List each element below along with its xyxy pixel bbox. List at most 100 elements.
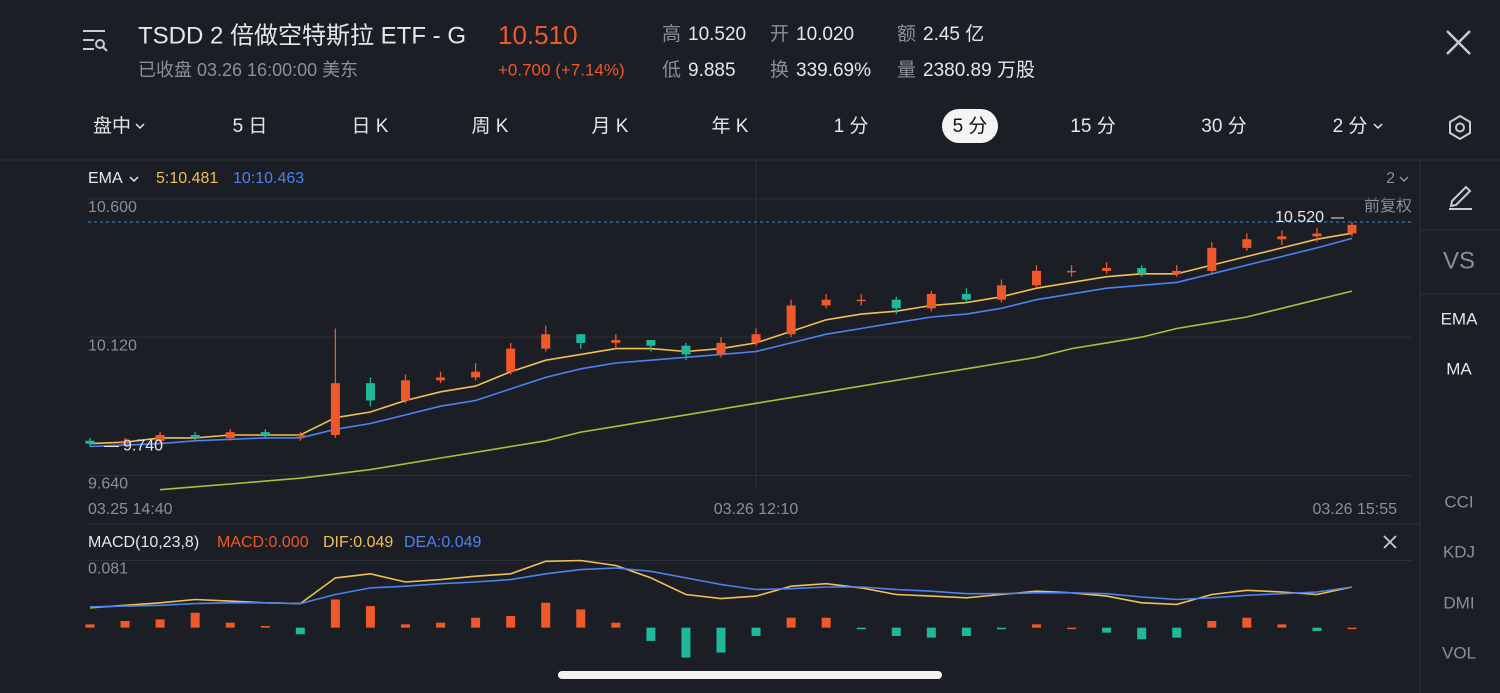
stat-value: 10.020 bbox=[796, 24, 854, 45]
macd-title: MACD(10,23,8) bbox=[88, 534, 199, 551]
candle-body bbox=[365, 383, 375, 401]
macd-bar bbox=[576, 609, 586, 628]
low-label: 9.740 bbox=[123, 438, 163, 455]
market-status: 已收盘 03.26 16:00:00 美东 bbox=[138, 60, 358, 80]
legend-entry: DIF:0.049 bbox=[323, 534, 393, 551]
candle-body bbox=[85, 440, 95, 444]
candle-body bbox=[1277, 236, 1287, 240]
macd-bar bbox=[786, 617, 796, 628]
indicator-line bbox=[160, 290, 1353, 491]
candle-body bbox=[330, 383, 340, 436]
candle-body bbox=[190, 435, 200, 438]
legend-entry: 10:10.463 bbox=[233, 170, 304, 187]
side-menu-item[interactable]: EMA bbox=[1441, 309, 1479, 328]
close-button[interactable] bbox=[1446, 30, 1471, 55]
y-tick-label: 9.640 bbox=[88, 476, 128, 493]
macd-bar bbox=[1067, 627, 1077, 630]
adjustment-label: 前复权 bbox=[1364, 197, 1412, 215]
macd-bar bbox=[541, 602, 551, 628]
macd-bar bbox=[926, 627, 936, 638]
stat-value: 9.885 bbox=[688, 60, 736, 81]
macd-bar bbox=[401, 624, 410, 628]
candle-body bbox=[961, 293, 971, 300]
menu-icon[interactable] bbox=[83, 30, 108, 52]
candle-body bbox=[611, 340, 621, 343]
candle-body bbox=[926, 293, 936, 309]
chevron bbox=[1373, 123, 1383, 130]
settings-icon[interactable] bbox=[1449, 114, 1471, 141]
period-tab[interactable]: 1 分 bbox=[834, 115, 869, 137]
candle-body bbox=[436, 377, 446, 381]
indicator-line bbox=[89, 567, 1353, 608]
candle-body bbox=[1172, 270, 1182, 274]
macd-bar bbox=[155, 619, 165, 628]
stat-label: 高 bbox=[662, 23, 681, 45]
macd-bar bbox=[1207, 621, 1217, 628]
stat-value: 2380.89 万股 bbox=[923, 60, 1035, 81]
macd-bar bbox=[1277, 624, 1287, 628]
candle-body bbox=[1032, 270, 1041, 286]
stat-label: 换 bbox=[770, 59, 789, 81]
candle-body bbox=[1312, 233, 1322, 237]
macd-bar bbox=[1032, 624, 1041, 628]
last-price: 10.510 bbox=[498, 20, 578, 50]
stat-value: 10.520 bbox=[688, 24, 746, 45]
stats: 高 10.520 开 10.020 额 2.45 亿低 9.885 换 339.69% 量 2380… bbox=[662, 23, 1035, 81]
candle-body bbox=[225, 432, 235, 438]
chevron bbox=[1399, 176, 1409, 183]
draw-tool-icon[interactable] bbox=[1449, 185, 1472, 210]
period-tab[interactable]: 年 K bbox=[712, 115, 749, 137]
period-selector[interactable]: 2 bbox=[1386, 170, 1395, 187]
candle-body bbox=[576, 334, 586, 343]
period-tab[interactable]: 盘中 bbox=[93, 115, 131, 137]
candle-body bbox=[1067, 270, 1077, 273]
period-tabs: 盘中 5 日 日 K 周 K 月 K 年 K 1 分 5 分 15 分 30 分 2 分 bbox=[93, 109, 1383, 143]
legend-entry: 5:10.481 bbox=[156, 170, 218, 187]
macd-bar bbox=[611, 622, 621, 628]
candle-body bbox=[471, 371, 481, 378]
macd-bar bbox=[1102, 627, 1112, 633]
stat-value: 2.45 亿 bbox=[923, 23, 984, 45]
x-tick-label: 03.26 12:10 bbox=[714, 501, 799, 518]
candle-body bbox=[260, 432, 270, 436]
macd-bar bbox=[1137, 627, 1147, 640]
candle-body bbox=[681, 345, 691, 355]
side-menu-item[interactable]: KDJ bbox=[1443, 542, 1475, 561]
side-menu-item[interactable]: DMI bbox=[1443, 593, 1474, 612]
macd-bar bbox=[1172, 627, 1182, 638]
y-tick-label: 0.081 bbox=[88, 561, 128, 578]
side-menu-item[interactable]: CCI bbox=[1444, 492, 1473, 511]
reference-label: 10.520 bbox=[1275, 209, 1324, 226]
macd-close[interactable] bbox=[1383, 535, 1397, 549]
macd-bar bbox=[856, 627, 866, 630]
period-tab[interactable]: 月 K bbox=[592, 116, 629, 137]
chevron bbox=[129, 176, 139, 183]
period-tab[interactable]: 5 分 bbox=[953, 115, 988, 137]
period-tab[interactable]: 5 日 bbox=[233, 116, 268, 137]
candle-body bbox=[751, 334, 761, 343]
period-tab[interactable]: 周 K bbox=[472, 116, 509, 137]
macd-bar bbox=[436, 622, 446, 628]
macd-bar bbox=[1242, 617, 1252, 628]
stat-value: 339.69% bbox=[796, 60, 871, 81]
macd-bar bbox=[1312, 627, 1322, 631]
macd-bar bbox=[891, 627, 901, 636]
side-menu: VS EMA MA CCI KDJ DMI VOL bbox=[1441, 247, 1479, 662]
indicator-selector[interactable]: EMA bbox=[88, 170, 123, 187]
macd-bar bbox=[751, 627, 761, 636]
candle-body bbox=[506, 348, 516, 372]
side-menu-item[interactable]: VS bbox=[1443, 247, 1475, 274]
period-tab[interactable]: 30 分 bbox=[1201, 115, 1246, 137]
side-menu-item[interactable]: VOL bbox=[1442, 643, 1476, 662]
side-menu-item[interactable]: MA bbox=[1446, 359, 1472, 378]
candle-body bbox=[401, 380, 410, 401]
period-tab[interactable]: 2 分 bbox=[1333, 115, 1368, 137]
y-tick-label: 10.120 bbox=[88, 337, 137, 354]
candle-body bbox=[1242, 239, 1252, 248]
macd-bar bbox=[716, 627, 726, 653]
period-tab[interactable]: 日 K bbox=[352, 116, 389, 137]
period-tab[interactable]: 15 分 bbox=[1070, 115, 1115, 137]
